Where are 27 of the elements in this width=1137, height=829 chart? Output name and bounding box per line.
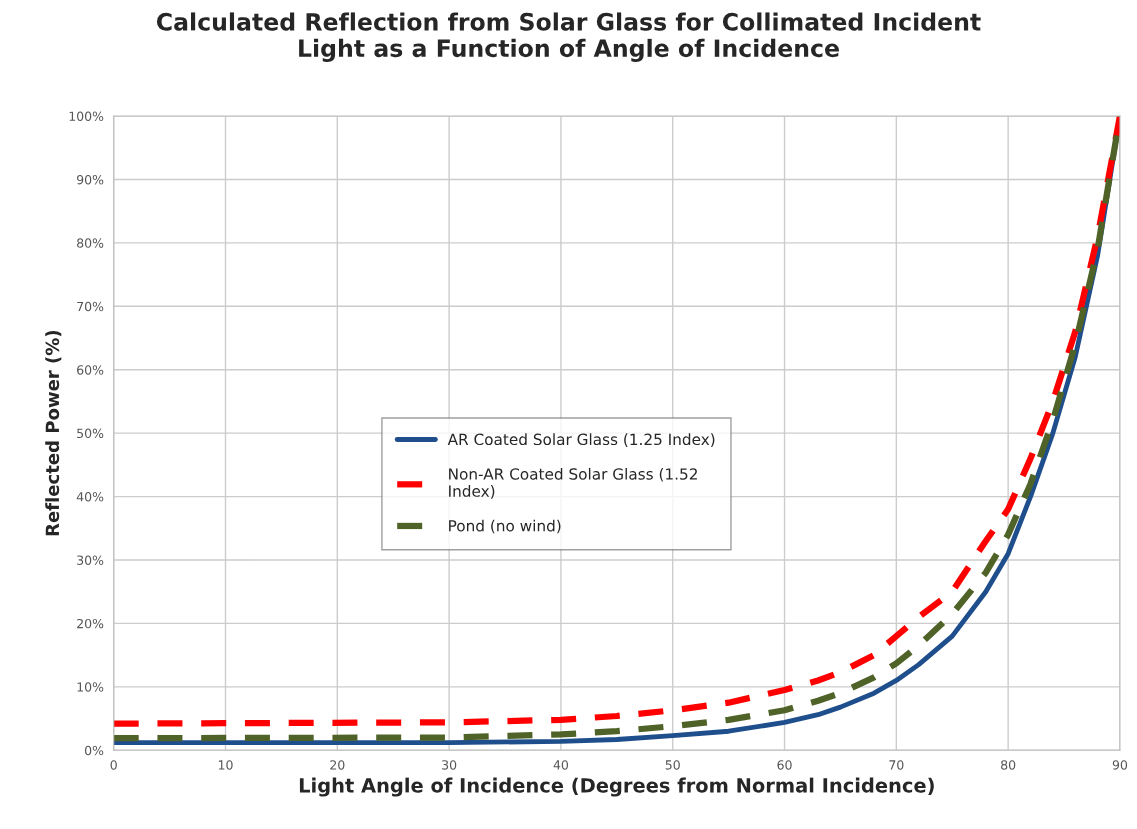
legend-label: Pond (no wind) <box>449 519 561 534</box>
x-tick-label: 0 <box>110 760 117 770</box>
y-tick-label: 50% <box>77 428 104 439</box>
y-tick-label: 70% <box>77 301 104 312</box>
y-tick-label: 80% <box>77 238 104 248</box>
y-tick-label: 30% <box>77 555 104 565</box>
x-tick-label: 70 <box>889 760 904 770</box>
y-tick-label: 10% <box>77 682 104 692</box>
x-tick-label: 90 <box>1112 760 1128 770</box>
x-tick-label: 10 <box>218 760 233 770</box>
y-tick-label: 0% <box>84 745 104 756</box>
x-tick-label: 20 <box>330 760 345 770</box>
y-tick-label: 20% <box>77 618 104 629</box>
y-tick-label: 90% <box>76 174 104 185</box>
y-tick-label: 40% <box>76 492 104 502</box>
x-tick-label: 30 <box>442 760 457 770</box>
x-tick-label: 80 <box>1001 760 1016 770</box>
y-tick-label: 100% <box>69 111 104 121</box>
x-tick-label: 40 <box>553 760 569 770</box>
x-tick-label: 50 <box>665 760 680 770</box>
x-tick-label: 60 <box>777 760 792 770</box>
legend-label: Non-AR Coated Solar Glass (1.52 Index) <box>449 467 697 499</box>
legend-label: AR Coated Solar Glass (1.25 Index) <box>447 433 715 447</box>
y-axis-title: Reflected Power (%) <box>45 330 62 536</box>
y-tick-label: 60% <box>77 365 104 375</box>
chart-title: Calculated Reflection from Solar Glass for Collimated Incident Light as a Function of Angle of Incidence <box>156 12 981 62</box>
x-axis-title: Light Angle of Incidence (Degrees from Normal Incidence) <box>299 777 934 797</box>
